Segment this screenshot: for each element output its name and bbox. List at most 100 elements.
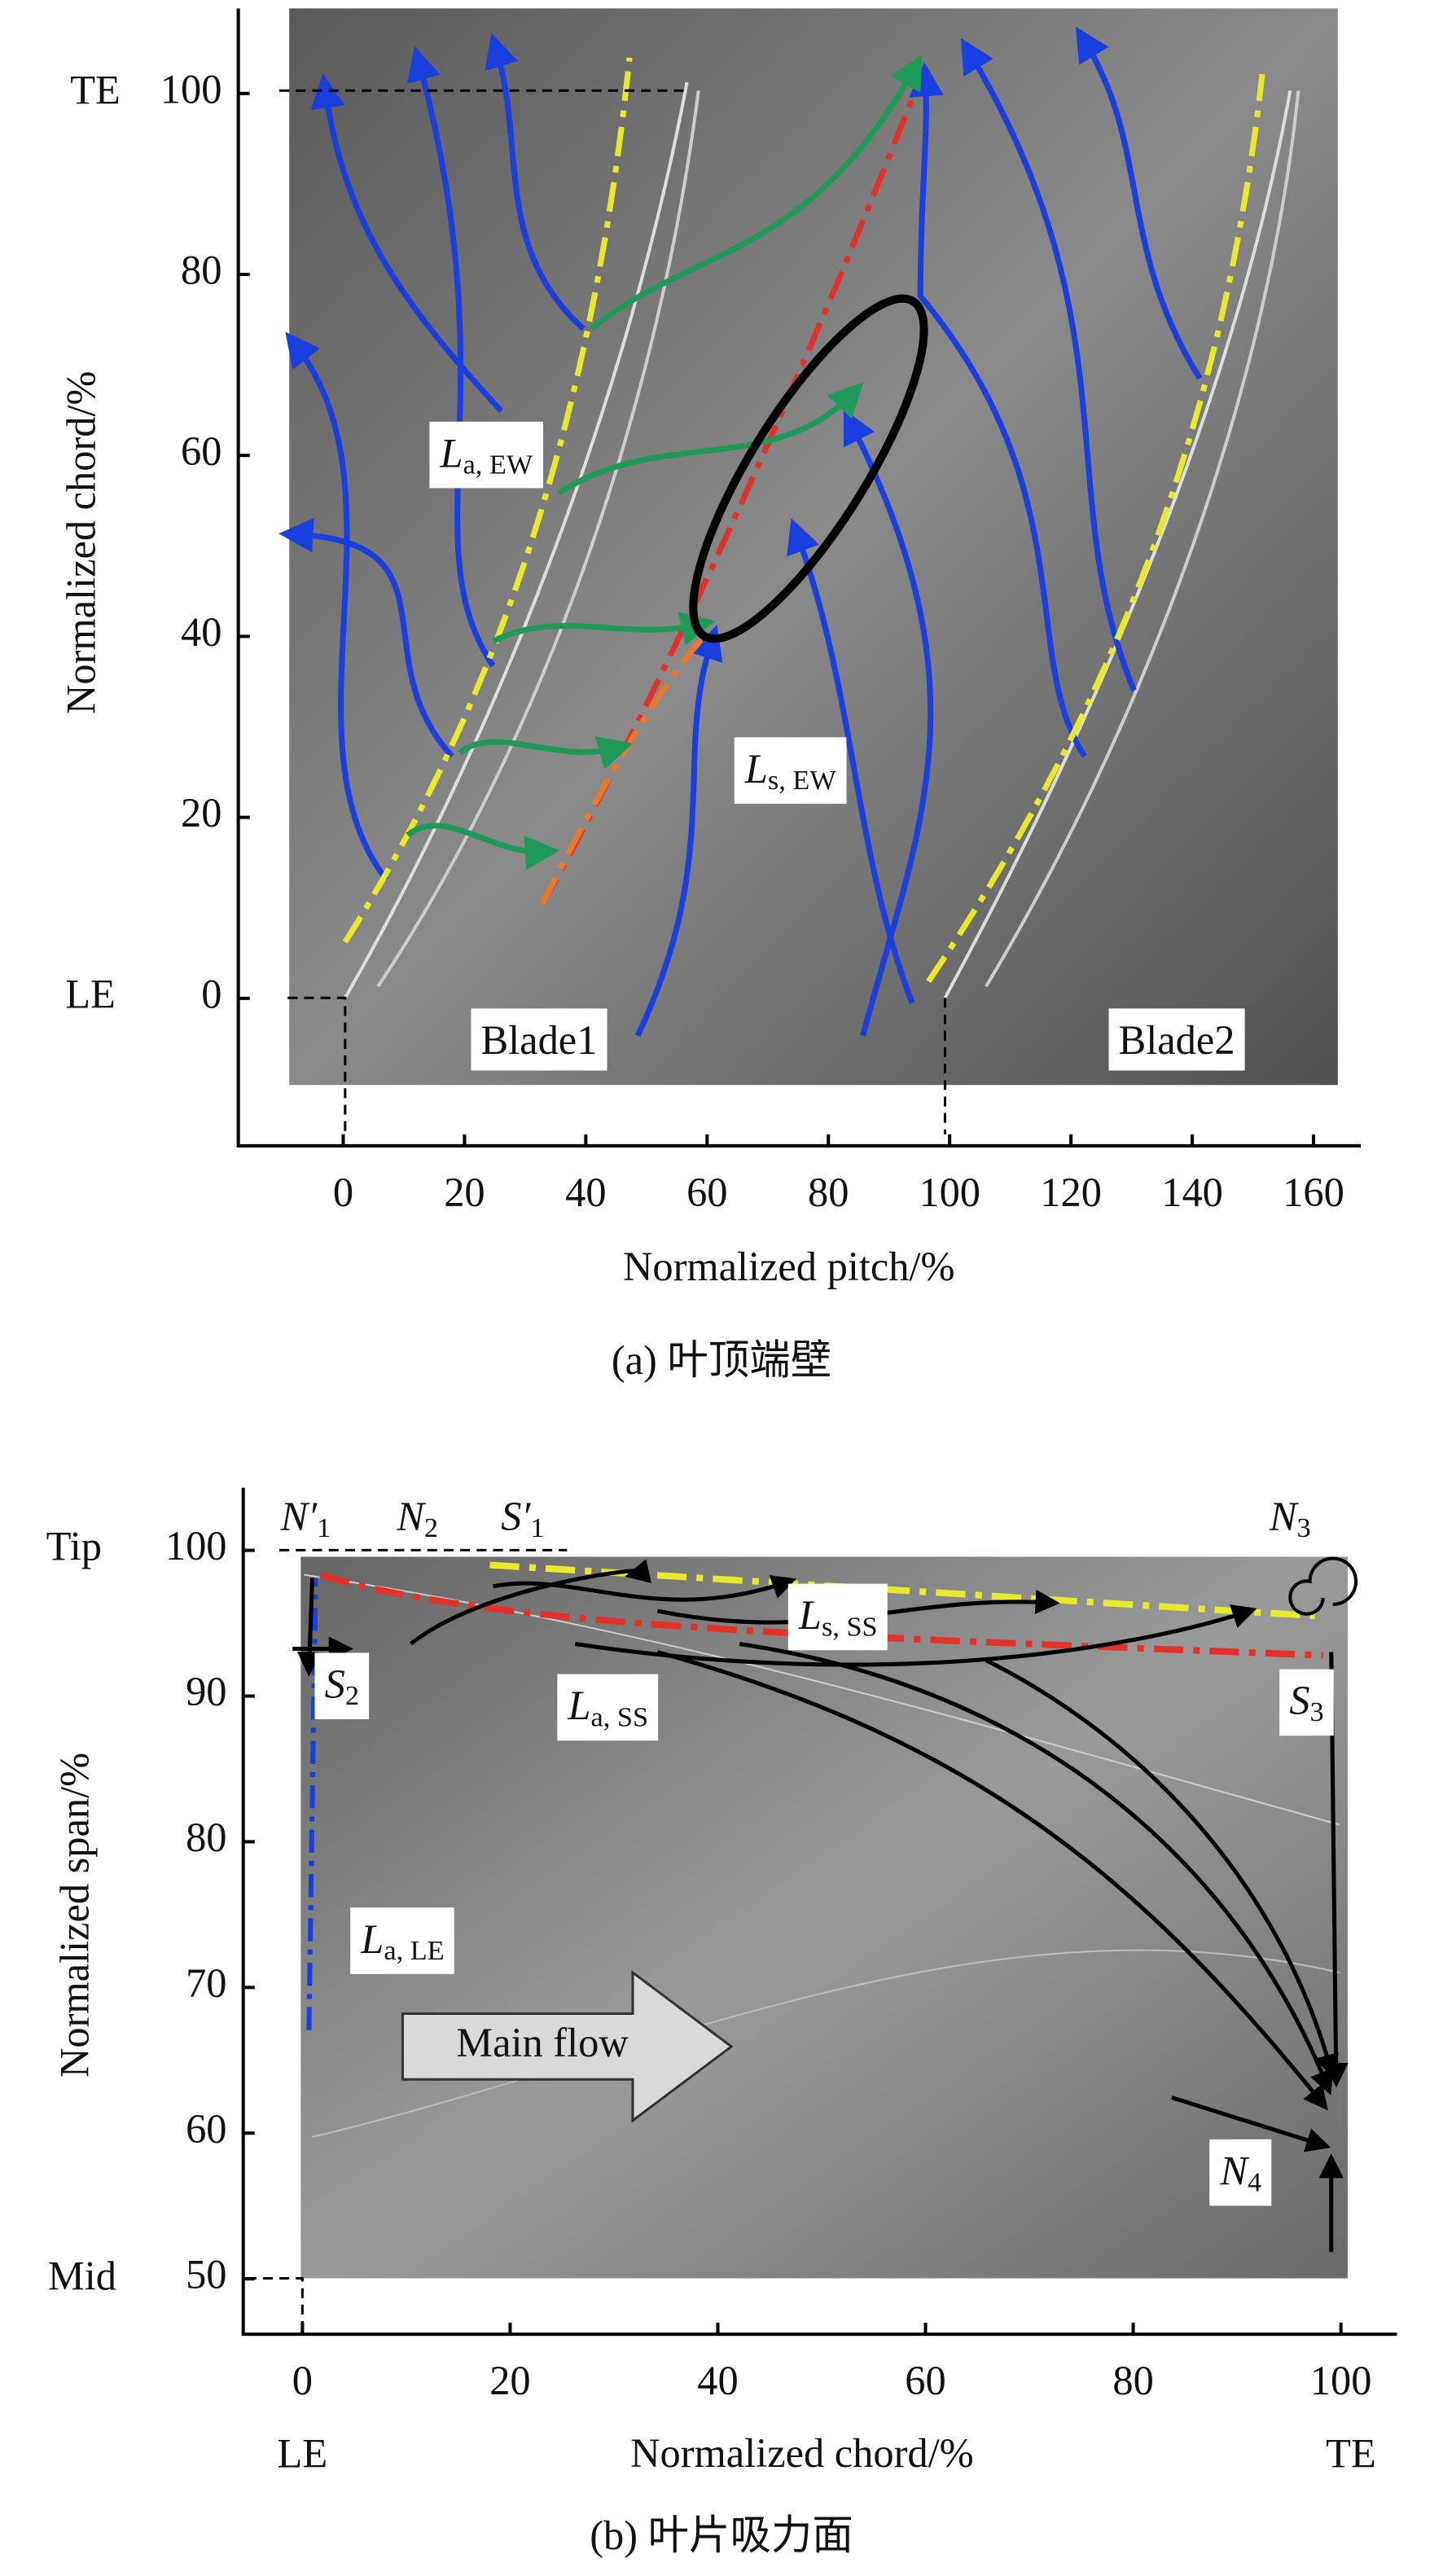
annotation-text: S xyxy=(325,1661,345,1707)
label-box xyxy=(557,1674,659,1741)
x-tick-label: 20 xyxy=(489,2358,530,2403)
y-tick-label: 70 xyxy=(186,1960,226,2006)
caption: (b) 叶片吸力面 xyxy=(590,2512,853,2558)
annotation-sub: 3 xyxy=(1310,1696,1324,1727)
annotation: TE xyxy=(1326,2430,1376,2476)
x-tick-label: 140 xyxy=(1161,1170,1223,1215)
annotation: N′1 xyxy=(279,1494,331,1543)
y-tick-label: 100 xyxy=(165,1523,227,1569)
annotation: N4 xyxy=(1219,2148,1261,2197)
annotation-sub: s, EW xyxy=(768,765,836,796)
annotation: LE xyxy=(65,971,116,1016)
x-tick-label: 100 xyxy=(1310,2358,1372,2403)
x-tick-label: 80 xyxy=(808,1170,849,1215)
annotation: La, EW xyxy=(440,430,533,480)
y-tick-label: 90 xyxy=(186,1669,226,1714)
annotation-text: L xyxy=(744,745,768,791)
label-box xyxy=(471,1008,607,1071)
x-tick-label: 40 xyxy=(697,2358,738,2403)
annotation-sub: 2 xyxy=(424,1512,438,1543)
annotation-text: Main flow xyxy=(456,2019,629,2065)
x-tick-label: 80 xyxy=(1112,2358,1153,2403)
flow-image-b xyxy=(246,1548,1358,2335)
annotation: Tip xyxy=(46,1523,102,1569)
x-tick-label: 100 xyxy=(919,1170,980,1215)
y-tick-label: 60 xyxy=(181,428,221,474)
annotation: N3 xyxy=(1269,1494,1311,1543)
y-axis-label: Normalized chord/% xyxy=(59,371,104,714)
annotation: Blade2 xyxy=(1119,1016,1235,1062)
annotation: LE xyxy=(278,2430,328,2476)
annotation-text: Blade1 xyxy=(481,1016,598,1062)
label-box xyxy=(350,1907,454,1974)
x-axis-label: Normalized chord/% xyxy=(630,2430,974,2476)
annotation: S3 xyxy=(1289,1678,1323,1727)
annotation-text: S′ xyxy=(501,1494,531,1539)
annotation-sub: s, SS xyxy=(822,1611,878,1642)
annotation-text: L xyxy=(798,1592,822,1638)
annotation: S2 xyxy=(325,1661,359,1711)
annotation-text: TE xyxy=(70,67,121,112)
annotation: Main flow xyxy=(456,2019,629,2065)
label-box xyxy=(314,1652,370,1720)
annotation-text: Tip xyxy=(46,1523,102,1569)
axis xyxy=(241,1487,1397,2337)
annotation: N2 xyxy=(396,1494,438,1543)
label-box xyxy=(734,737,847,804)
annotation-text: N′ xyxy=(279,1494,318,1539)
y-tick-label: 50 xyxy=(186,2252,226,2297)
annotation-sub: a, LE xyxy=(384,1935,444,1966)
annotation-text: S xyxy=(1289,1678,1309,1723)
label-box xyxy=(429,421,544,489)
annotation-sub: 1 xyxy=(530,1512,544,1543)
y-tick-label: 40 xyxy=(181,609,221,655)
annotation-sub: 2 xyxy=(345,1680,359,1711)
annotation: TE xyxy=(70,67,121,112)
label-box xyxy=(1209,2139,1272,2206)
annotation-sub: 3 xyxy=(1297,1512,1311,1543)
annotation-text: N xyxy=(1219,2148,1249,2193)
caption: (a) 叶顶端壁 xyxy=(612,1337,831,1383)
annotation-sub: a, SS xyxy=(591,1701,649,1732)
annotation-text: TE xyxy=(1326,2430,1376,2476)
annotation-text: L xyxy=(440,430,463,476)
annotation-text: Blade2 xyxy=(1119,1016,1235,1062)
x-tick-label: 160 xyxy=(1283,1170,1344,1215)
annotation-sub: 4 xyxy=(1248,2166,1261,2197)
annotation-sub: a, EW xyxy=(463,449,533,480)
x-tick-label: 20 xyxy=(444,1170,485,1215)
annotation: S′1 xyxy=(501,1494,544,1543)
x-tick-label: 0 xyxy=(292,2358,313,2403)
y-tick-label: 100 xyxy=(160,66,222,112)
y-tick-label: 80 xyxy=(186,1815,226,1860)
annotation: La, SS xyxy=(567,1683,648,1732)
annotation-text: N xyxy=(1269,1494,1299,1539)
y-tick-label: 0 xyxy=(201,971,221,1016)
annotation-text: LE xyxy=(278,2430,328,2476)
x-tick-label: 60 xyxy=(905,2358,945,2403)
annotation-text: Mid xyxy=(48,2253,116,2298)
label-box xyxy=(1108,1008,1245,1071)
annotation: La, LE xyxy=(360,1916,444,1965)
annotation-text: L xyxy=(567,1683,590,1728)
x-tick-label: 60 xyxy=(686,1170,727,1215)
y-tick-label: 80 xyxy=(181,248,221,293)
annotation-sub: 1 xyxy=(317,1512,331,1543)
x-tick-label: 0 xyxy=(333,1170,353,1215)
annotation: Ls, EW xyxy=(744,745,837,795)
label-box xyxy=(1279,1669,1334,1736)
x-tick-label: 120 xyxy=(1040,1170,1102,1215)
annotation: Mid xyxy=(48,2253,116,2298)
y-axis-label: Normalized span/% xyxy=(51,1753,97,2078)
y-tick-label: 20 xyxy=(181,790,221,836)
y-tick-label: 60 xyxy=(186,2106,226,2152)
annotation-text: L xyxy=(360,1916,384,1961)
annotation: Ls, SS xyxy=(798,1592,878,1642)
label-box xyxy=(787,1583,888,1651)
axis xyxy=(236,8,1362,1148)
annotation-text: LE xyxy=(65,971,116,1016)
annotation: Blade1 xyxy=(481,1016,598,1062)
annotation-text: N xyxy=(396,1494,426,1539)
